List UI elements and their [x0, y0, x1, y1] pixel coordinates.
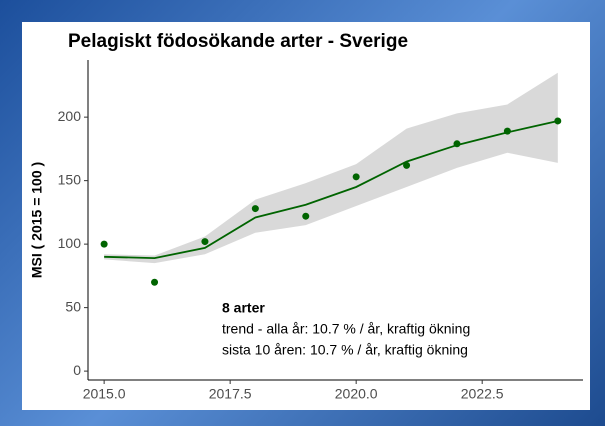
annotation: trend - alla år: 10.7 % / år, kraftig ök… — [222, 321, 470, 337]
x-tick-label: 2020.0 — [335, 386, 378, 402]
data-point — [403, 161, 411, 169]
confidence-band — [104, 72, 558, 264]
x-tick-label: 2022.5 — [461, 386, 504, 402]
annotation: 8 arter — [222, 300, 265, 316]
y-tick-label: 150 — [58, 171, 82, 187]
data-point — [251, 205, 259, 213]
data-point — [453, 140, 461, 148]
y-tick-label: 200 — [58, 108, 82, 124]
data-point — [503, 127, 511, 135]
data-point — [302, 212, 310, 220]
y-tick-label: 0 — [73, 362, 81, 378]
trend-line — [104, 120, 558, 259]
y-tick-label: 100 — [58, 235, 82, 251]
annotation: sista 10 åren: 10.7 % / år, kraftig ökni… — [222, 342, 468, 358]
data-point — [151, 278, 159, 286]
x-tick-label: 2017.5 — [209, 386, 252, 402]
data-point — [100, 240, 108, 248]
y-axis-label: MSI ( 2015 = 100 ) — [29, 162, 45, 278]
chart-title: Pelagiskt födosökande arter - Sverige — [68, 31, 408, 52]
data-point — [554, 117, 562, 125]
x-tick-label: 2015.0 — [83, 386, 126, 402]
y-tick-label: 50 — [65, 298, 81, 314]
data-point — [352, 173, 360, 181]
data-point — [201, 238, 209, 246]
